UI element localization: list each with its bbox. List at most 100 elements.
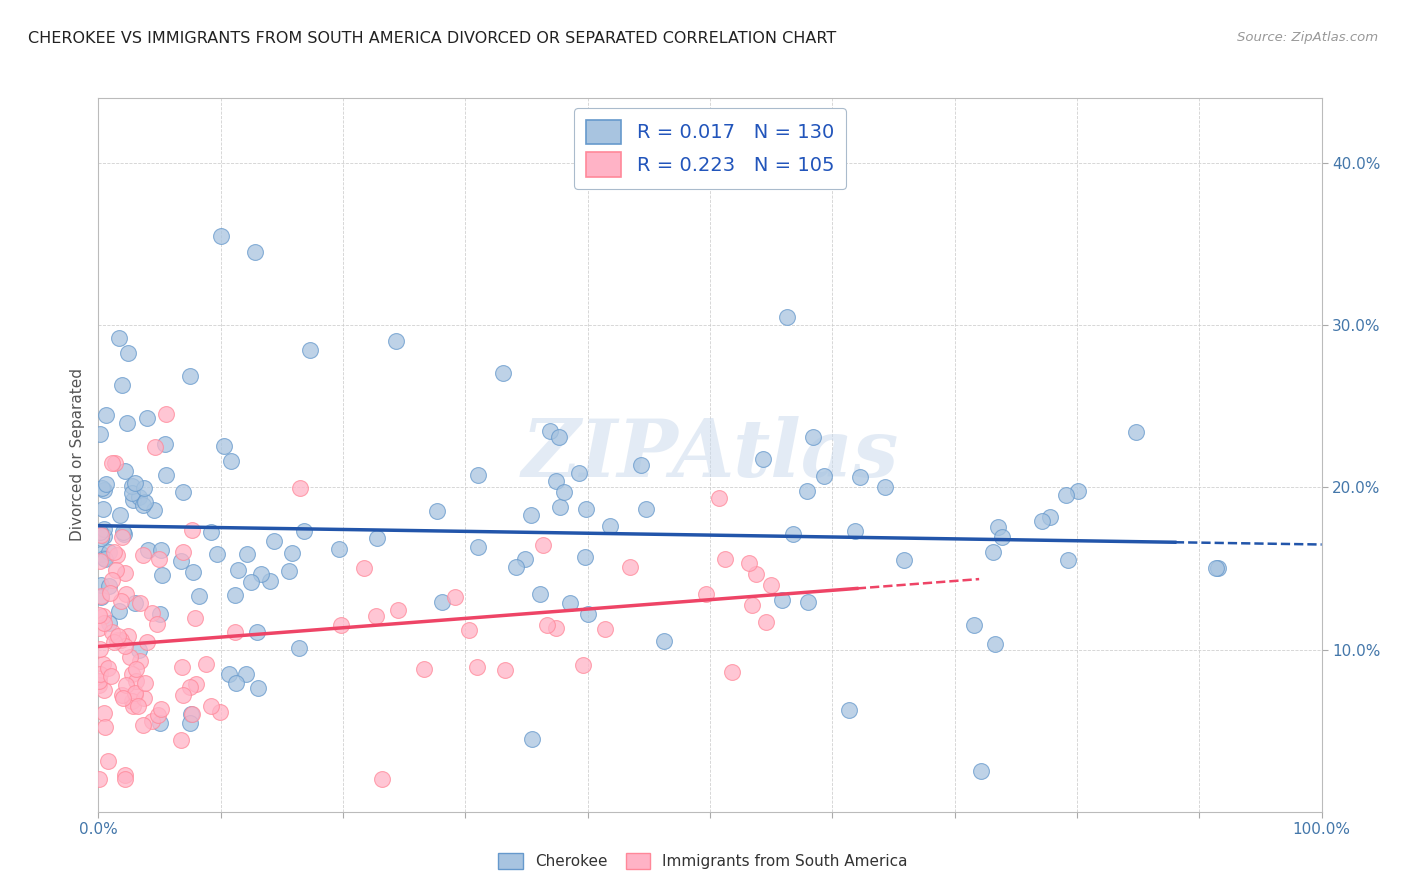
Legend: R = 0.017   N = 130, R = 0.223   N = 105: R = 0.017 N = 130, R = 0.223 N = 105 <box>574 108 846 189</box>
Point <box>287 640 309 655</box>
Point <box>136 543 159 558</box>
Point <box>280 546 302 560</box>
Point <box>695 587 717 601</box>
Point <box>263 534 285 549</box>
Point <box>292 524 315 539</box>
Point <box>384 334 406 349</box>
Point <box>132 498 155 512</box>
Point <box>224 588 246 602</box>
Point <box>181 707 204 722</box>
Point <box>467 660 489 674</box>
Point <box>149 543 172 558</box>
Point <box>135 634 157 648</box>
Point <box>652 634 675 648</box>
Point <box>329 617 352 632</box>
Point <box>108 331 131 345</box>
Point <box>149 715 172 730</box>
Point <box>115 678 138 692</box>
Point <box>146 617 169 632</box>
Point <box>209 229 232 244</box>
Point <box>981 545 1004 559</box>
Point <box>205 547 228 561</box>
Point <box>150 568 173 582</box>
Point <box>969 764 991 779</box>
Point <box>91 502 114 516</box>
Point <box>494 664 516 678</box>
Point <box>714 552 737 566</box>
Point <box>111 690 134 705</box>
Point <box>93 552 115 566</box>
Point <box>128 642 150 657</box>
Point <box>246 625 269 640</box>
Point <box>707 491 730 505</box>
Point <box>87 677 110 691</box>
Point <box>89 427 111 442</box>
Point <box>249 567 271 582</box>
Point <box>105 563 128 577</box>
Point <box>987 520 1010 534</box>
Point <box>813 468 835 483</box>
Point <box>93 523 115 537</box>
Point <box>91 482 114 496</box>
Point <box>236 547 259 561</box>
Point <box>89 667 111 681</box>
Point <box>128 596 150 610</box>
Point <box>93 550 115 565</box>
Point <box>520 731 543 746</box>
Point <box>90 547 112 561</box>
Point <box>98 615 121 630</box>
Point <box>98 545 121 559</box>
Point <box>103 635 125 649</box>
Point <box>366 609 388 624</box>
Point <box>124 596 146 610</box>
Point <box>170 554 193 568</box>
Point <box>132 691 155 706</box>
Point <box>117 629 139 643</box>
Point <box>114 566 136 580</box>
Point <box>576 607 599 621</box>
Point <box>387 603 409 617</box>
Point <box>636 502 658 516</box>
Point <box>124 476 146 491</box>
Point <box>218 666 240 681</box>
Point <box>87 673 110 688</box>
Point <box>492 366 515 380</box>
Point <box>90 531 112 545</box>
Point <box>1031 514 1053 528</box>
Point <box>111 530 134 544</box>
Point <box>141 606 163 620</box>
Point <box>1125 425 1147 439</box>
Point <box>848 470 870 484</box>
Point <box>149 607 172 621</box>
Point <box>121 667 143 681</box>
Point <box>93 483 115 497</box>
Point <box>183 565 205 579</box>
Point <box>170 732 193 747</box>
Point <box>94 720 117 734</box>
Point <box>103 545 125 559</box>
Point <box>115 416 138 430</box>
Point <box>124 686 146 700</box>
Point <box>87 607 110 622</box>
Point <box>240 574 263 589</box>
Point <box>107 603 129 617</box>
Point <box>212 439 235 453</box>
Point <box>108 508 131 522</box>
Point <box>546 474 568 488</box>
Point <box>1056 553 1078 567</box>
Point <box>209 705 232 719</box>
Point <box>101 574 124 588</box>
Point <box>97 754 120 768</box>
Point <box>630 458 652 472</box>
Point <box>114 639 136 653</box>
Point <box>298 343 321 357</box>
Point <box>155 437 177 451</box>
Point <box>991 530 1014 544</box>
Point <box>143 440 166 454</box>
Point <box>101 624 124 639</box>
Point <box>595 622 617 636</box>
Point <box>132 718 155 732</box>
Point <box>93 616 115 631</box>
Point <box>143 503 166 517</box>
Point <box>599 518 621 533</box>
